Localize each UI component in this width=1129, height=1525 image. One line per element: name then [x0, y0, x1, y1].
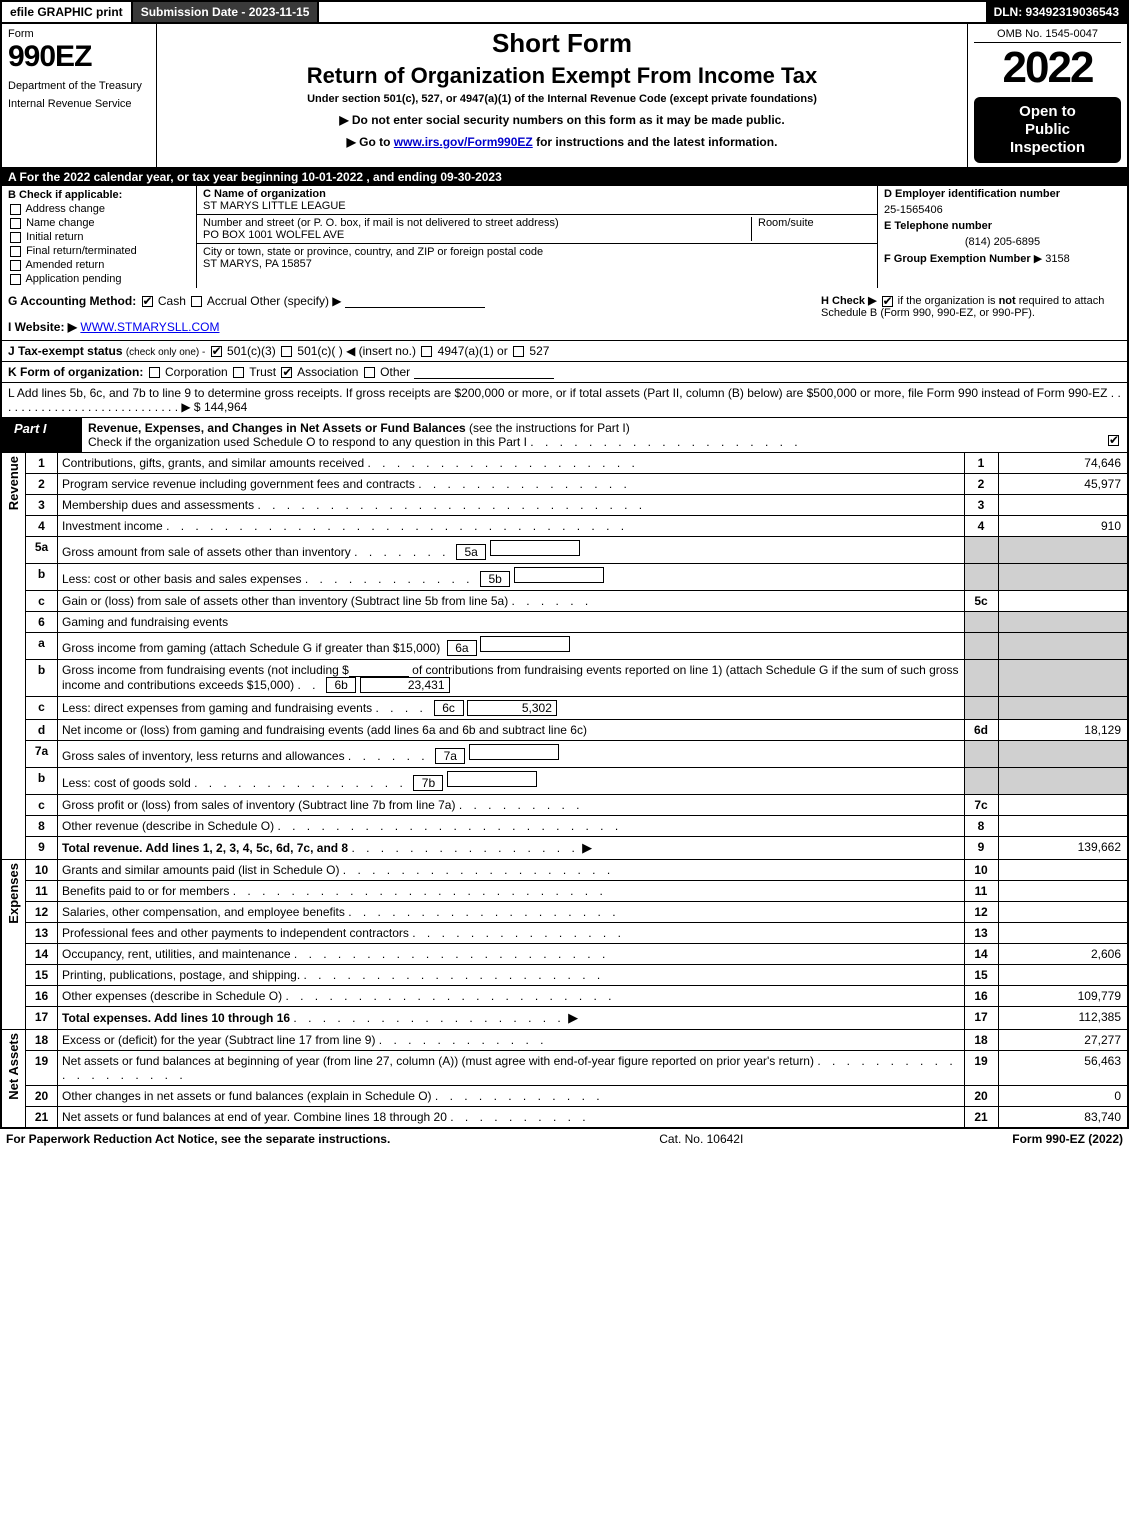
line-5c: cGain or (loss) from sale of assets othe…: [1, 591, 1128, 612]
other-method-input[interactable]: [345, 296, 485, 308]
telephone-value: (814) 205-6895: [878, 234, 1127, 250]
chk-schedule-b-not-required[interactable]: [882, 296, 893, 307]
header-left: Form 990EZ Department of the Treasury In…: [2, 24, 157, 167]
tax-year: 2022: [974, 43, 1121, 93]
row-a-tax-year: A For the 2022 calendar year, or tax yea…: [0, 168, 1129, 186]
chk-name-change[interactable]: Name change: [8, 217, 190, 229]
room-suite: Room/suite: [751, 217, 871, 241]
chk-application-pending[interactable]: Application pending: [8, 273, 190, 285]
line-16: 16Other expenses (describe in Schedule O…: [1, 986, 1128, 1007]
col-b-checkboxes: B Check if applicable: Address change Na…: [2, 186, 197, 288]
line-4: 4Investment income . . . . . . . . . . .…: [1, 516, 1128, 537]
line-20: 20Other changes in net assets or fund ba…: [1, 1086, 1128, 1107]
chk-cash[interactable]: [142, 296, 153, 307]
ein-value: 25-1565406: [878, 202, 1127, 218]
line-6b: bGross income from fundraising events (n…: [1, 660, 1128, 697]
line-9: 9Total revenue. Add lines 1, 2, 3, 4, 5c…: [1, 837, 1128, 860]
form-subtitle: Under section 501(c), 527, or 4947(a)(1)…: [163, 93, 961, 105]
chk-accrual[interactable]: [191, 296, 202, 307]
goto-line: ▶ Go to www.irs.gov/Form990EZ for instru…: [163, 135, 961, 149]
line-8: 8Other revenue (describe in Schedule O) …: [1, 816, 1128, 837]
row-j-tax-exempt: J Tax-exempt status (check only one) - 5…: [0, 340, 1129, 361]
chk-4947a1[interactable]: [421, 346, 432, 357]
row-h: H Check ▶ if the organization is not req…: [821, 294, 1121, 334]
chk-schedule-o-part1[interactable]: [1108, 435, 1119, 446]
line-12: 12Salaries, other compensation, and empl…: [1, 902, 1128, 923]
line-6: 6Gaming and fundraising events: [1, 612, 1128, 633]
col-d-identifiers: D Employer identification number 25-1565…: [877, 186, 1127, 288]
line-1: Revenue 1Contributions, gifts, grants, a…: [1, 453, 1128, 474]
header-right: OMB No. 1545-0047 2022 Open to Public In…: [967, 24, 1127, 167]
open-to-public-box: Open to Public Inspection: [974, 97, 1121, 163]
form-word: Form: [8, 28, 150, 40]
row-g-h: G Accounting Method: Cash Accrual Other …: [0, 288, 1129, 340]
ssn-warning: ▶ Do not enter social security numbers o…: [163, 113, 961, 127]
line-19: 19Net assets or fund balances at beginni…: [1, 1051, 1128, 1086]
chk-address-change[interactable]: Address change: [8, 203, 190, 215]
chk-other-org[interactable]: [364, 367, 375, 378]
header-center: Short Form Return of Organization Exempt…: [157, 24, 967, 167]
line-13: 13Professional fees and other payments t…: [1, 923, 1128, 944]
line-14: 14Occupancy, rent, utilities, and mainte…: [1, 944, 1128, 965]
chk-501c[interactable]: [281, 346, 292, 357]
chk-initial-return[interactable]: Initial return: [8, 231, 190, 243]
top-bar: efile GRAPHIC print Submission Date - 20…: [0, 0, 1129, 24]
line-15: 15Printing, publications, postage, and s…: [1, 965, 1128, 986]
line-11: 11Benefits paid to or for members . . . …: [1, 881, 1128, 902]
line-6d: dNet income or (loss) from gaming and fu…: [1, 720, 1128, 741]
form-header: Form 990EZ Department of the Treasury In…: [0, 24, 1129, 168]
cat-no: Cat. No. 10642I: [390, 1132, 1012, 1146]
form-title: Return of Organization Exempt From Incom…: [163, 63, 961, 89]
block-bcd: B Check if applicable: Address change Na…: [0, 186, 1129, 288]
omb-number: OMB No. 1545-0047: [974, 28, 1121, 43]
page-footer: For Paperwork Reduction Act Notice, see …: [0, 1128, 1129, 1149]
form-ref: Form 990-EZ (2022): [1012, 1132, 1123, 1146]
group-exemption-value: ▶ 3158: [1034, 253, 1070, 265]
line-6a: aGross income from gaming (attach Schedu…: [1, 633, 1128, 660]
chk-final-return[interactable]: Final return/terminated: [8, 245, 190, 257]
org-name: ST MARYS LITTLE LEAGUE: [203, 200, 346, 212]
chk-amended-return[interactable]: Amended return: [8, 259, 190, 271]
line-2: 2Program service revenue including gover…: [1, 474, 1128, 495]
paperwork-notice: For Paperwork Reduction Act Notice, see …: [6, 1132, 390, 1146]
line-7c: cGross profit or (loss) from sales of in…: [1, 795, 1128, 816]
chk-501c3[interactable]: [211, 346, 222, 357]
line-5a: 5aGross amount from sale of assets other…: [1, 537, 1128, 564]
line-7b: bLess: cost of goods sold . . . . . . . …: [1, 768, 1128, 795]
chk-527[interactable]: [513, 346, 524, 357]
efile-label[interactable]: efile GRAPHIC print: [2, 2, 131, 22]
part-1-header: Part I Revenue, Expenses, and Changes in…: [0, 418, 1129, 453]
chk-trust[interactable]: [233, 367, 244, 378]
org-address: PO BOX 1001 WOLFEL AVE: [203, 229, 344, 241]
short-form-title: Short Form: [163, 28, 961, 59]
submission-date: Submission Date - 2023-11-15: [131, 2, 320, 22]
row-l-gross-receipts: L Add lines 5b, 6c, and 7b to line 9 to …: [0, 382, 1129, 418]
chk-association[interactable]: [281, 367, 292, 378]
website-link[interactable]: WWW.STMARYSLL.COM: [80, 320, 219, 334]
col-c-org-info: C Name of organization ST MARYS LITTLE L…: [197, 186, 877, 288]
irs-link[interactable]: www.irs.gov/Form990EZ: [394, 135, 533, 149]
line-21: 21Net assets or fund balances at end of …: [1, 1107, 1128, 1128]
line-10: Expenses 10Grants and similar amounts pa…: [1, 860, 1128, 881]
line-7a: 7aGross sales of inventory, less returns…: [1, 741, 1128, 768]
line-18: Net Assets 18Excess or (deficit) for the…: [1, 1030, 1128, 1051]
dln-label: DLN: 93492319036543: [986, 2, 1127, 22]
line-6c: cLess: direct expenses from gaming and f…: [1, 697, 1128, 720]
financial-table: Revenue 1Contributions, gifts, grants, a…: [0, 453, 1129, 1128]
gross-receipts-amount: 144,964: [204, 400, 247, 414]
dept-irs: Internal Revenue Service: [8, 98, 150, 110]
form-number: 990EZ: [8, 40, 150, 74]
row-k-org-form: K Form of organization: Corporation Trus…: [0, 361, 1129, 382]
line-5b: bLess: cost or other basis and sales exp…: [1, 564, 1128, 591]
chk-corporation[interactable]: [149, 367, 160, 378]
org-city: ST MARYS, PA 15857: [203, 258, 312, 270]
line-3: 3Membership dues and assessments . . . .…: [1, 495, 1128, 516]
line-17: 17Total expenses. Add lines 10 through 1…: [1, 1007, 1128, 1030]
dept-treasury: Department of the Treasury: [8, 80, 150, 92]
